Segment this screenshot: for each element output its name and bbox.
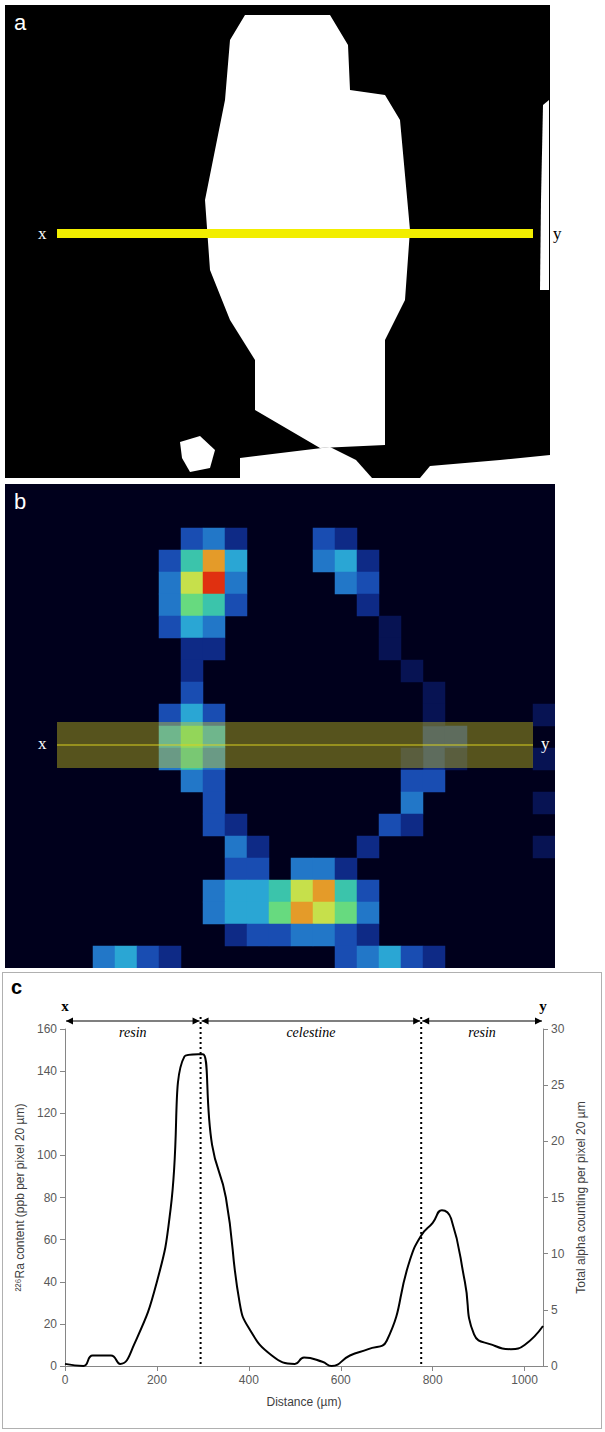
svg-text:25: 25 bbox=[551, 1078, 565, 1092]
svg-text:²²⁶Ra content (ppb per pixel 2: ²²⁶Ra content (ppb per pixel 20 µm) bbox=[13, 1104, 27, 1292]
svg-text:5: 5 bbox=[551, 1303, 558, 1317]
svg-text:Total alpha counting per pixel: Total alpha counting per pixel 20 µm bbox=[574, 1101, 588, 1293]
svg-text:x: x bbox=[38, 734, 47, 753]
svg-text:celestine: celestine bbox=[286, 1025, 335, 1040]
svg-text:20: 20 bbox=[551, 1134, 565, 1148]
svg-text:120: 120 bbox=[37, 1106, 57, 1120]
svg-text:0: 0 bbox=[50, 1359, 57, 1373]
svg-text:40: 40 bbox=[44, 1275, 58, 1289]
svg-text:y: y bbox=[539, 998, 547, 1014]
svg-text:x: x bbox=[61, 998, 69, 1014]
svg-text:c: c bbox=[11, 976, 22, 998]
svg-text:resin: resin bbox=[468, 1025, 495, 1040]
svg-text:y: y bbox=[553, 224, 562, 243]
svg-text:100: 100 bbox=[37, 1148, 57, 1162]
svg-text:600: 600 bbox=[331, 1373, 351, 1387]
svg-text:140: 140 bbox=[37, 1064, 57, 1078]
svg-text:15: 15 bbox=[551, 1191, 565, 1205]
svg-text:1000: 1000 bbox=[511, 1373, 538, 1387]
svg-text:30: 30 bbox=[551, 1022, 565, 1036]
svg-text:400: 400 bbox=[239, 1373, 259, 1387]
svg-text:160: 160 bbox=[37, 1022, 57, 1036]
svg-text:0: 0 bbox=[551, 1359, 558, 1373]
svg-text:resin: resin bbox=[119, 1025, 146, 1040]
svg-text:0: 0 bbox=[62, 1373, 69, 1387]
svg-text:b: b bbox=[14, 489, 26, 514]
svg-text:x: x bbox=[38, 224, 47, 243]
svg-text:800: 800 bbox=[423, 1373, 443, 1387]
svg-text:y: y bbox=[541, 734, 550, 753]
svg-text:60: 60 bbox=[44, 1233, 58, 1247]
svg-text:200: 200 bbox=[147, 1373, 167, 1387]
svg-text:80: 80 bbox=[44, 1191, 58, 1205]
svg-text:10: 10 bbox=[551, 1247, 565, 1261]
svg-text:Distance (µm): Distance (µm) bbox=[267, 1395, 342, 1409]
svg-text:a: a bbox=[14, 10, 27, 35]
svg-text:20: 20 bbox=[44, 1317, 58, 1331]
